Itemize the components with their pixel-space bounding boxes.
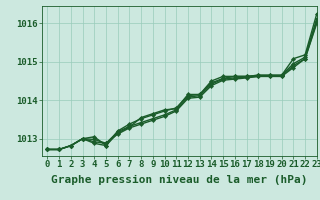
X-axis label: Graphe pression niveau de la mer (hPa): Graphe pression niveau de la mer (hPa) [51, 175, 308, 185]
